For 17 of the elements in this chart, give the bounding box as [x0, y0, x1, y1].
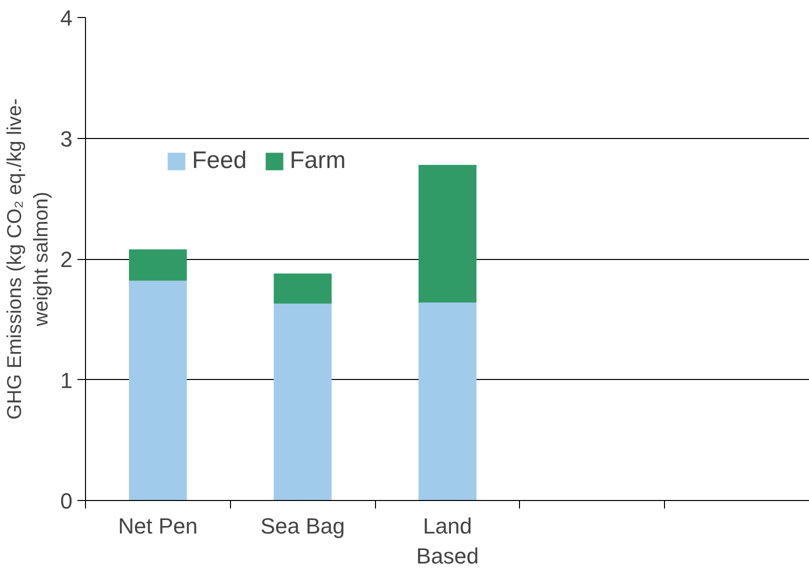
y-tick-label: 0 [60, 488, 73, 514]
y-tick-label: 3 [60, 126, 73, 152]
x-tick-label: Net Pen [118, 514, 198, 538]
legend-label: Feed [192, 147, 247, 175]
x-tick-label: Land Based [416, 514, 479, 568]
x-tick-label: Sea Bag [260, 514, 345, 538]
y-tick-label: 1 [60, 368, 73, 393]
bar [274, 273, 332, 304]
bar [274, 304, 332, 500]
y-tick-label: 4 [60, 6, 73, 30]
y-tick-label: 2 [60, 247, 73, 272]
bar [418, 302, 476, 500]
bar [128, 249, 187, 281]
y-axis-title: GHG Emissions (kg CO₂ eq./kg live- weight salmon) [4, 98, 52, 420]
bar [418, 164, 476, 302]
bar [128, 280, 187, 500]
legend-label: Farm [290, 147, 346, 175]
